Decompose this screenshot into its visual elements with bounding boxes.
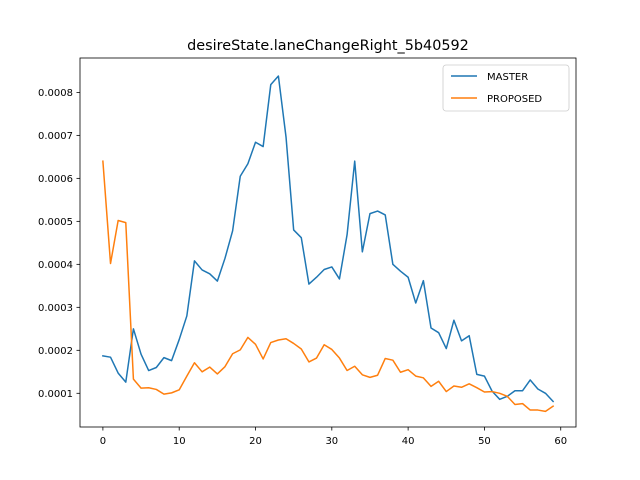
x-tick-label: 60 <box>554 436 567 447</box>
x-tick-label: 50 <box>478 436 491 447</box>
y-tick-label: 0.0003 <box>38 303 73 314</box>
y-tick-label: 0.0002 <box>38 346 73 357</box>
y-tick-label: 0.0004 <box>38 260 73 271</box>
chart-title: desireState.laneChangeRight_5b40592 <box>187 38 469 54</box>
axes-ticks: 0 10 20 30 40 50 60 0.0001 0.0002 0.0003 0.0004 0.0… <box>38 88 567 447</box>
y-tick-label: 0.0008 <box>38 88 73 99</box>
y-tick-label: 0.0006 <box>38 174 73 185</box>
y-tick-label: 0.0007 <box>38 131 73 142</box>
y-tick-label: 0.0001 <box>38 389 73 400</box>
legend-label-proposed: PROPOSED <box>487 94 542 105</box>
series-line-master <box>102 75 555 403</box>
plot-lines <box>102 75 555 413</box>
x-tick-label: 0 <box>100 436 106 447</box>
legend-label-master: MASTER <box>487 72 528 83</box>
x-tick-label: 30 <box>325 436 338 447</box>
x-tick-label: 40 <box>402 436 415 447</box>
legend: MASTER PROPOSED <box>442 64 570 112</box>
y-tick-label: 0.0005 <box>38 217 73 228</box>
series-line-proposed <box>102 160 555 413</box>
x-tick-label: 20 <box>249 436 262 447</box>
x-tick-label: 10 <box>173 436 186 447</box>
plot-area-frame <box>79 57 577 428</box>
